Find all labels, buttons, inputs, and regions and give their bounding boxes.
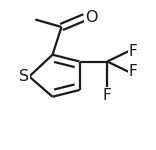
Text: F: F <box>129 64 138 80</box>
Text: S: S <box>19 69 29 84</box>
Text: F: F <box>103 88 112 103</box>
Text: F: F <box>129 44 138 59</box>
Text: O: O <box>85 10 97 25</box>
